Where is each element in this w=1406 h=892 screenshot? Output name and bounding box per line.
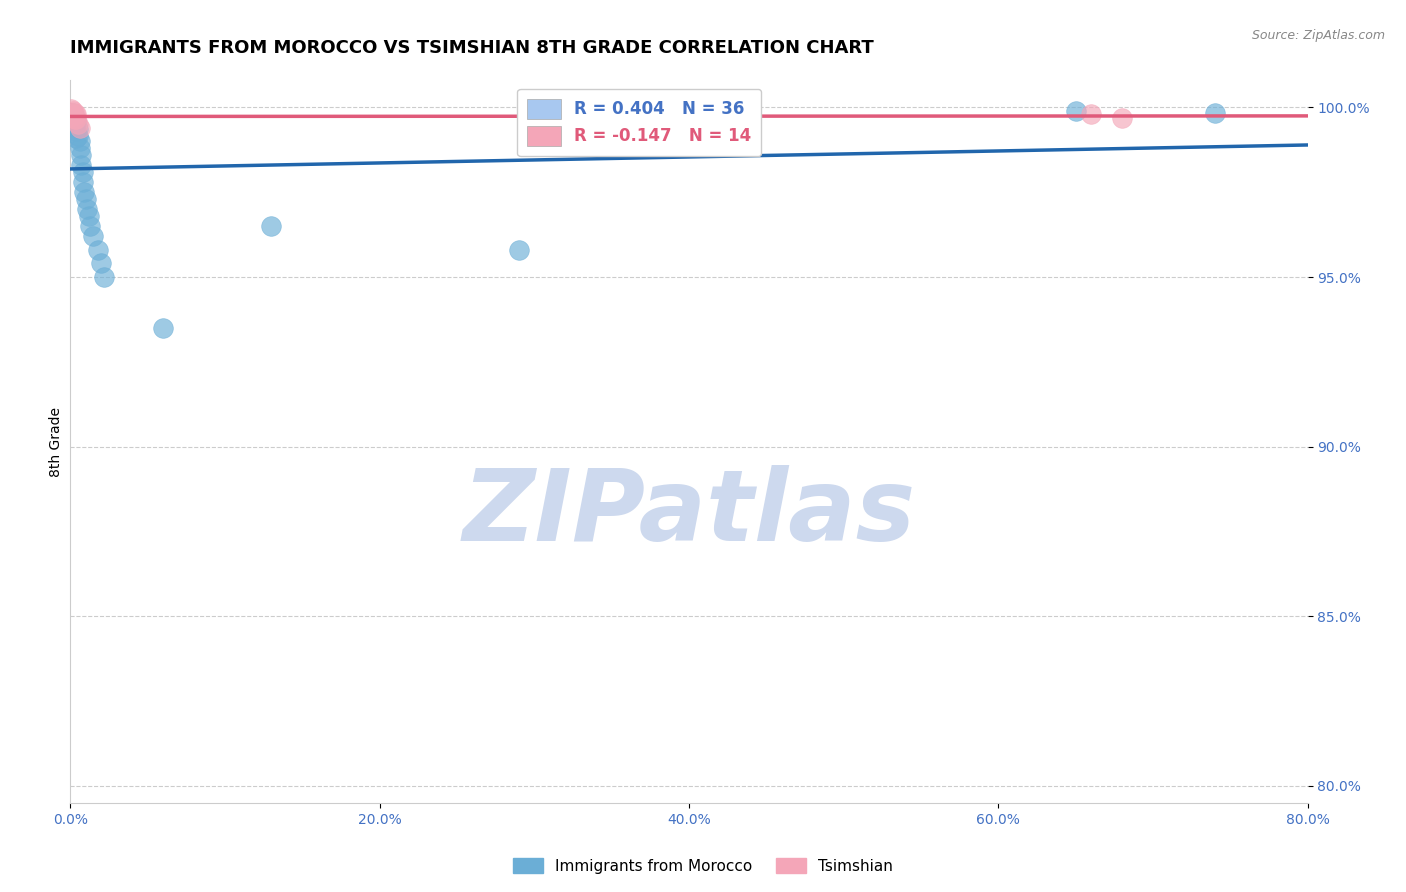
Point bbox=[1064, 103, 1087, 118]
Point bbox=[1080, 107, 1102, 121]
Point bbox=[63, 120, 86, 135]
Point bbox=[63, 112, 86, 127]
Point bbox=[87, 243, 110, 257]
Point bbox=[65, 114, 87, 128]
Text: ZIPatlas: ZIPatlas bbox=[463, 466, 915, 562]
Point bbox=[152, 321, 174, 335]
Legend: Immigrants from Morocco, Tsimshian: Immigrants from Morocco, Tsimshian bbox=[506, 852, 900, 880]
Point bbox=[70, 158, 93, 172]
Point bbox=[62, 105, 84, 120]
Point bbox=[60, 105, 83, 120]
Point bbox=[1111, 111, 1133, 125]
Point bbox=[65, 112, 87, 127]
Point bbox=[73, 185, 96, 199]
Point bbox=[63, 116, 86, 130]
Point bbox=[70, 148, 93, 162]
Point bbox=[75, 192, 97, 206]
Point bbox=[77, 209, 100, 223]
Point bbox=[60, 105, 83, 120]
Point bbox=[72, 165, 94, 179]
Point bbox=[67, 117, 90, 131]
Point bbox=[60, 102, 83, 116]
Point bbox=[76, 202, 98, 217]
Point bbox=[93, 270, 115, 285]
Point bbox=[69, 141, 91, 155]
Point bbox=[62, 107, 84, 121]
Point bbox=[60, 109, 83, 123]
Legend: R = 0.404   N = 36, R = -0.147   N = 14: R = 0.404 N = 36, R = -0.147 N = 14 bbox=[517, 88, 762, 156]
Point bbox=[69, 134, 91, 148]
Point bbox=[60, 109, 83, 123]
Point bbox=[260, 219, 283, 234]
Point bbox=[62, 112, 84, 127]
Point bbox=[62, 111, 84, 125]
Point bbox=[69, 120, 91, 135]
Point bbox=[72, 175, 94, 189]
Point bbox=[82, 229, 105, 244]
Point bbox=[79, 219, 101, 234]
Point bbox=[508, 243, 530, 257]
Text: Source: ZipAtlas.com: Source: ZipAtlas.com bbox=[1251, 29, 1385, 43]
Point bbox=[62, 103, 84, 118]
Point bbox=[63, 107, 86, 121]
Point bbox=[62, 116, 84, 130]
Point bbox=[67, 129, 90, 144]
Point bbox=[63, 114, 86, 128]
Point bbox=[1204, 105, 1226, 120]
Point bbox=[65, 107, 87, 121]
Point bbox=[90, 256, 112, 270]
Point bbox=[67, 122, 90, 136]
Point bbox=[65, 131, 87, 145]
Text: IMMIGRANTS FROM MOROCCO VS TSIMSHIAN 8TH GRADE CORRELATION CHART: IMMIGRANTS FROM MOROCCO VS TSIMSHIAN 8TH… bbox=[70, 38, 875, 56]
Point bbox=[65, 124, 87, 138]
Point bbox=[60, 111, 83, 125]
Point bbox=[62, 105, 84, 120]
Y-axis label: 8th Grade: 8th Grade bbox=[49, 407, 63, 476]
Point bbox=[63, 111, 86, 125]
